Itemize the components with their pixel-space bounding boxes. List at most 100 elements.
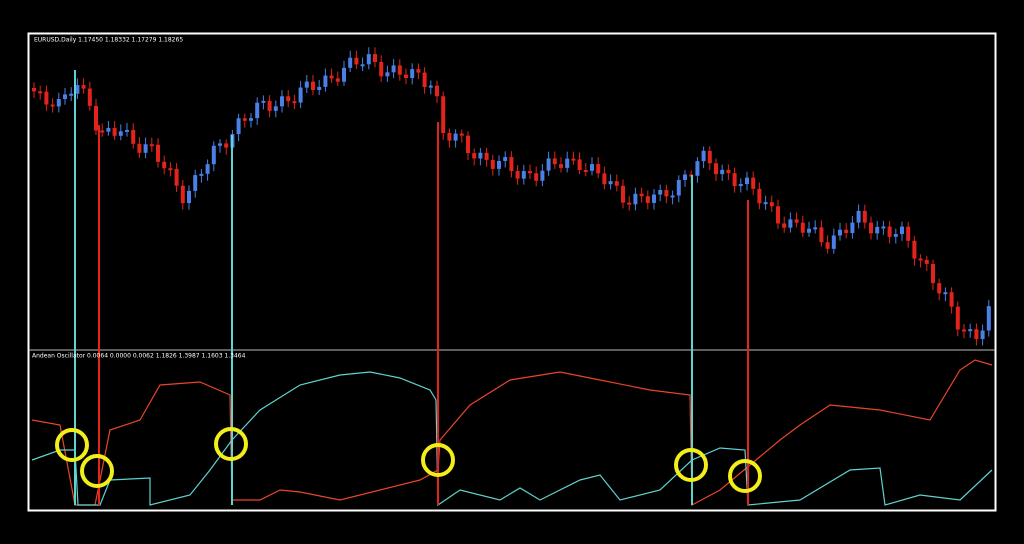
candle [645, 196, 650, 203]
candle [205, 164, 210, 174]
candle [757, 188, 762, 204]
candle [261, 100, 266, 103]
candle [856, 210, 861, 223]
candle [168, 168, 173, 171]
candle [782, 223, 787, 228]
candle [348, 57, 353, 68]
candle [924, 259, 929, 264]
candle [38, 91, 43, 94]
candle [664, 189, 669, 197]
indicator-header: Andean Oscillator 0.0064 0.0000 0.0062 1… [32, 353, 246, 360]
candle [94, 105, 98, 131]
candle [819, 227, 824, 243]
candle [44, 91, 49, 105]
candle [187, 190, 191, 204]
candle [267, 100, 272, 111]
candle [540, 170, 545, 181]
candle [658, 189, 663, 195]
candle [441, 96, 446, 134]
candle [280, 96, 284, 107]
candle [149, 144, 154, 147]
candle [571, 158, 576, 161]
candle [701, 150, 706, 162]
candle [75, 85, 80, 94]
candle [329, 75, 334, 79]
candle [137, 143, 142, 153]
candle [577, 159, 582, 170]
candle [608, 181, 613, 185]
candle [87, 88, 92, 106]
candle [118, 131, 123, 136]
candle [794, 219, 799, 223]
candle [224, 143, 229, 148]
candle [304, 81, 309, 88]
candles [32, 47, 991, 346]
candle [751, 177, 756, 189]
candle [980, 330, 985, 340]
candle [627, 202, 632, 205]
candle [807, 228, 811, 233]
bull-line [31, 371, 993, 507]
signal-circle [55, 428, 89, 462]
main-header: EURUSD,Daily 1.17450 1.18332 1.17279 1.1… [34, 37, 183, 44]
candle [509, 157, 514, 172]
candle [639, 193, 644, 197]
candle [869, 222, 873, 234]
candle [844, 229, 849, 234]
candle [738, 184, 743, 187]
candle [962, 329, 966, 332]
candle [478, 152, 483, 159]
candle [379, 61, 384, 77]
candle [199, 173, 204, 176]
candle [106, 127, 111, 132]
candle [156, 144, 160, 162]
candle [528, 171, 532, 174]
candle [534, 173, 539, 181]
candle [881, 226, 886, 229]
candle [695, 161, 700, 176]
candle [218, 143, 222, 146]
candle [831, 235, 836, 249]
candle [242, 118, 247, 121]
candle [683, 174, 687, 180]
candle [931, 263, 935, 284]
candle [466, 135, 470, 154]
candle [125, 129, 129, 132]
candle [81, 85, 86, 89]
candle [707, 150, 712, 164]
candle [862, 210, 867, 223]
oscillator [31, 359, 993, 507]
candle [850, 222, 855, 234]
candle [435, 85, 439, 97]
candle [955, 306, 960, 330]
candle [69, 93, 74, 96]
candle [949, 292, 954, 307]
candle [422, 72, 427, 88]
candle [32, 88, 36, 92]
candle [298, 87, 303, 103]
candle [838, 229, 842, 236]
candle [900, 226, 904, 235]
candle [986, 306, 991, 331]
candle [825, 242, 830, 249]
candle [968, 329, 973, 332]
candle [360, 64, 365, 67]
candle [391, 65, 396, 73]
candle [472, 153, 477, 159]
signal-circle [80, 454, 114, 488]
candle [546, 158, 551, 171]
candle [131, 129, 136, 144]
candle [918, 258, 923, 261]
candle [813, 227, 818, 230]
candle [453, 133, 458, 141]
candle [373, 54, 377, 62]
candle [162, 161, 167, 169]
candle [652, 194, 656, 203]
candle [633, 193, 638, 205]
candle [286, 96, 291, 102]
candle [416, 69, 421, 73]
candle [397, 65, 402, 75]
candle [521, 171, 526, 179]
